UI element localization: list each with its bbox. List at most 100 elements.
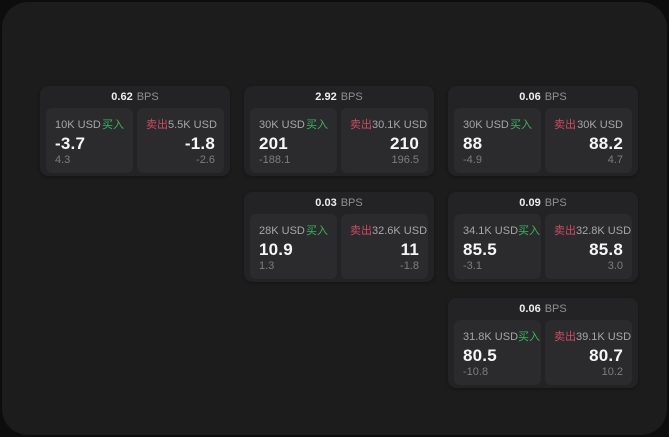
buy-top-row: 31.8K USD 买入 <box>463 328 540 344</box>
buy-change: -10.8 <box>463 366 489 378</box>
buy-top-row: 28K USD 买入 <box>259 222 328 238</box>
sell-price: -1.8 <box>184 134 215 153</box>
sell-top-row: 卖出 32.8K USD <box>554 222 631 238</box>
sell-notional: 32.6K USD <box>372 225 428 237</box>
sell-price: 88.2 <box>589 134 623 153</box>
buy-notional: 31.8K USD <box>463 331 519 343</box>
bps-unit-label: BPS <box>544 197 567 209</box>
sell-panel[interactable]: 卖出 5.5K USD -1.8 -2.6 <box>137 108 224 173</box>
buy-side-label: 买入 <box>518 331 541 343</box>
buy-change: -4.9 <box>463 154 482 166</box>
sell-notional: 32.8K USD <box>576 225 632 237</box>
sell-panel[interactable]: 卖出 39.1K USD 80.7 10.2 <box>545 320 632 385</box>
card-header: 0.06 BPS <box>448 86 638 103</box>
sell-change: 196.5 <box>391 154 419 166</box>
sell-change: -1.8 <box>400 260 419 272</box>
sell-top-row: 卖出 30.1K USD <box>350 116 427 132</box>
buy-notional: 34.1K USD <box>463 225 519 237</box>
buy-notional: 28K USD <box>259 225 305 237</box>
sell-notional: 5.5K USD <box>168 119 217 131</box>
card-body: 31.8K USD 买入 80.5 -10.8 卖出 39.1K USD 80.… <box>454 320 632 385</box>
sell-panel[interactable]: 卖出 32.8K USD 85.8 3.0 <box>545 214 632 279</box>
buy-price: 88 <box>463 134 483 153</box>
quote-card: 0.09 BPS 34.1K USD 买入 85.5 -3.1 卖出 32.8K… <box>448 192 638 282</box>
buy-notional: 30K USD <box>463 119 509 131</box>
sell-price: 80.7 <box>589 346 623 365</box>
sell-side-label: 卖出 <box>554 331 576 343</box>
card-body: 10K USD 买入 -3.7 4.3 卖出 5.5K USD -1.8 -2.… <box>46 108 224 173</box>
buy-side-label: 买入 <box>306 119 328 131</box>
card-body: 30K USD 买入 88 -4.9 卖出 30K USD 88.2 4.7 <box>454 108 632 173</box>
bps-unit-label: BPS <box>340 91 363 103</box>
buy-price: 201 <box>259 134 288 153</box>
buy-change: 1.3 <box>259 260 275 272</box>
sell-change: 4.7 <box>607 154 623 166</box>
sell-panel[interactable]: 卖出 30K USD 88.2 4.7 <box>545 108 632 173</box>
sell-price: 11 <box>400 240 419 259</box>
sell-change: 10.2 <box>601 366 623 378</box>
buy-panel[interactable]: 28K USD 买入 10.9 1.3 <box>250 214 337 279</box>
quote-card: 0.06 BPS 31.8K USD 买入 80.5 -10.8 卖出 39.1… <box>448 298 638 388</box>
buy-side-label: 买入 <box>518 225 541 237</box>
sell-panel[interactable]: 卖出 30.1K USD 210 196.5 <box>341 108 428 173</box>
sell-side-label: 卖出 <box>554 225 576 237</box>
sell-panel[interactable]: 卖出 32.6K USD 11 -1.8 <box>341 214 428 279</box>
sell-price: 85.8 <box>589 240 623 259</box>
card-header: 0.06 BPS <box>448 298 638 315</box>
sell-side-label: 卖出 <box>350 225 372 237</box>
buy-price: 80.5 <box>463 346 497 365</box>
buy-panel[interactable]: 34.1K USD 买入 85.5 -3.1 <box>454 214 541 279</box>
buy-change: -188.1 <box>259 154 291 166</box>
card-header: 0.62 BPS <box>40 86 230 103</box>
sell-change: -2.6 <box>196 154 215 166</box>
bps-value: 0.03 <box>315 197 337 209</box>
bps-value: 0.06 <box>519 303 541 315</box>
buy-top-row: 34.1K USD 买入 <box>463 222 540 238</box>
buy-panel[interactable]: 31.8K USD 买入 80.5 -10.8 <box>454 320 541 385</box>
card-body: 30K USD 买入 201 -188.1 卖出 30.1K USD 210 1… <box>250 108 428 173</box>
card-header: 0.09 BPS <box>448 192 638 209</box>
bps-unit-label: BPS <box>340 197 363 209</box>
card-header: 0.03 BPS <box>244 192 434 209</box>
buy-top-row: 30K USD 买入 <box>463 116 532 132</box>
bps-unit-label: BPS <box>544 91 567 103</box>
buy-top-row: 10K USD 买入 <box>55 116 124 132</box>
card-body: 28K USD 买入 10.9 1.3 卖出 32.6K USD 11 -1.8 <box>250 214 428 279</box>
bps-unit-label: BPS <box>544 303 567 315</box>
quote-card: 0.62 BPS 10K USD 买入 -3.7 4.3 卖出 5.5K USD… <box>40 86 230 176</box>
quote-card: 0.06 BPS 30K USD 买入 88 -4.9 卖出 30K USD 8… <box>448 86 638 176</box>
sell-top-row: 卖出 39.1K USD <box>554 328 631 344</box>
bps-value: 2.92 <box>315 91 337 103</box>
quote-grid: 0.62 BPS 10K USD 买入 -3.7 4.3 卖出 5.5K USD… <box>40 86 638 388</box>
buy-panel[interactable]: 30K USD 买入 88 -4.9 <box>454 108 541 173</box>
sell-side-label: 卖出 <box>350 119 372 131</box>
sell-top-row: 卖出 30K USD <box>554 116 623 132</box>
buy-panel[interactable]: 10K USD 买入 -3.7 4.3 <box>46 108 133 173</box>
buy-side-label: 买入 <box>306 225 328 237</box>
buy-side-label: 买入 <box>102 119 124 131</box>
sell-notional: 30K USD <box>577 119 623 131</box>
buy-price: 85.5 <box>463 240 497 259</box>
card-body: 34.1K USD 买入 85.5 -3.1 卖出 32.8K USD 85.8… <box>454 214 632 279</box>
sell-top-row: 卖出 5.5K USD <box>146 116 217 132</box>
card-header: 2.92 BPS <box>244 86 434 103</box>
buy-notional: 30K USD <box>259 119 305 131</box>
sell-top-row: 卖出 32.6K USD <box>350 222 427 238</box>
quote-card: 0.03 BPS 28K USD 买入 10.9 1.3 卖出 32.6K US… <box>244 192 434 282</box>
bps-value: 0.06 <box>519 91 541 103</box>
sell-notional: 39.1K USD <box>576 331 632 343</box>
buy-top-row: 30K USD 买入 <box>259 116 328 132</box>
buy-price: -3.7 <box>55 134 86 153</box>
sell-side-label: 卖出 <box>146 119 168 131</box>
buy-side-label: 买入 <box>510 119 532 131</box>
buy-change: -3.1 <box>463 260 482 272</box>
buy-notional: 10K USD <box>55 119 101 131</box>
buy-panel[interactable]: 30K USD 买入 201 -188.1 <box>250 108 337 173</box>
bps-value: 0.09 <box>519 197 541 209</box>
sell-notional: 30.1K USD <box>372 119 428 131</box>
bps-value: 0.62 <box>111 91 133 103</box>
sell-price: 210 <box>390 134 419 153</box>
buy-price: 10.9 <box>259 240 293 259</box>
buy-change: 4.3 <box>55 154 71 166</box>
